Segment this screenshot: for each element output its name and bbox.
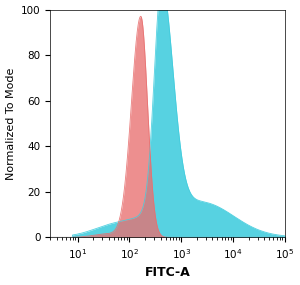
Y-axis label: Normalized To Mode: Normalized To Mode <box>6 67 16 180</box>
X-axis label: FITC-A: FITC-A <box>145 266 190 280</box>
